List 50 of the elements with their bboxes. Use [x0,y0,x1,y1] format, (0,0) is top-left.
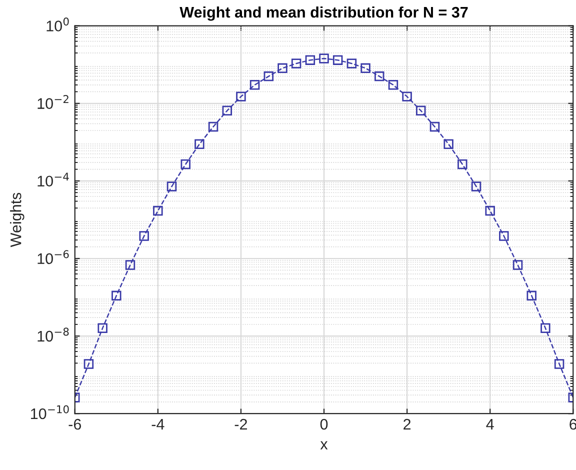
chart-title: Weight and mean distribution for N = 37 [180,6,468,21]
x-tick-label: 4 [486,419,494,430]
y-tick-label: 10$^{−10}$ [31,405,69,420]
point [166,182,177,192]
x-axis-title: x [320,441,328,450]
point [98,323,108,333]
point [291,58,302,68]
point [360,63,370,74]
point [84,359,94,369]
point [332,55,343,65]
x-tick-label: 2 [404,418,411,430]
point [222,106,232,116]
y-tick-label: 10$^{−4}$ [38,172,69,187]
x-tick-label: -4 [152,419,164,430]
point [139,231,149,241]
point [499,231,509,241]
point [180,159,190,170]
point [236,92,246,102]
point [208,122,218,132]
point [153,206,163,216]
point [388,80,398,90]
point [554,359,564,369]
point [319,54,329,64]
point [194,139,204,149]
point [402,92,412,102]
point [278,63,288,74]
point [250,80,260,90]
x-tick-label: -2 [234,418,247,430]
point [430,122,440,132]
x-tick-label: 0 [320,418,328,430]
point [526,290,536,301]
point [125,260,136,270]
point [305,55,316,65]
point [512,260,523,270]
point [112,290,122,301]
y-tick-label: 10$^{−8}$ [38,328,69,342]
x-tick-label: -6 [68,418,81,430]
point [540,323,550,333]
y-tick-label: 10$^{−2}$ [38,95,68,109]
point [416,106,426,116]
y-tick-label: 10$^{0}$ [46,17,69,32]
point [444,139,454,149]
point [346,58,357,68]
point [458,159,468,170]
y-tick-label: 10$^{−6}$ [38,250,69,264]
point [374,71,384,82]
y-axis-title: Weights [10,192,24,248]
point [485,206,495,216]
point [264,71,274,82]
point [471,182,482,192]
